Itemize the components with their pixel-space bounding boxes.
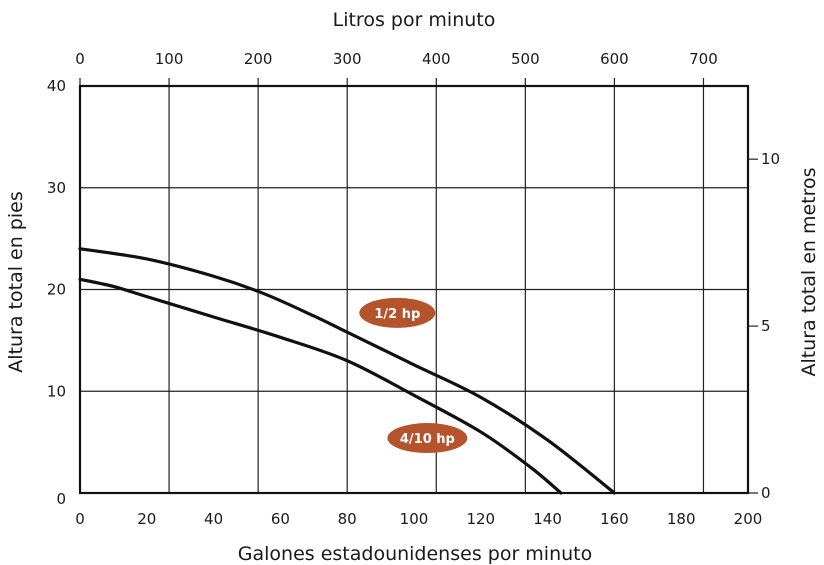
y-left-tick-label: 0 [56,490,66,508]
x-bottom-tick-label: 180 [667,510,696,528]
x-top-tick-label: 700 [689,50,718,68]
x-bottom-axis-title: Galones estadounidenses por minuto [238,543,592,565]
y-right-axis-title: Altura total en metros [798,167,820,376]
y-left-tick-label: 10 [47,382,66,400]
x-top-tick-label: 600 [600,50,629,68]
x-bottom-tick-label: 120 [466,510,495,528]
x-bottom-tick-label: 100 [400,510,429,528]
x-bottom-tick-label: 140 [533,510,562,528]
y-right-tick-label: 10 [761,150,780,168]
plot-frame [78,84,750,495]
series-badge [359,297,436,328]
x-top-tick-label: 0 [75,50,85,68]
y-right-tick-label: 5 [761,317,771,335]
right-axis [748,158,758,494]
y-left-tick-label: 30 [47,179,66,197]
series-line-1 [78,247,616,495]
series-badge [387,423,468,454]
x-top-axis-title: Litros por minuto [333,9,496,31]
series-badge-label: 1/2 hp [374,307,420,322]
series-lines [78,247,616,495]
x-top-tick-label: 400 [422,50,451,68]
series-badge-label: 4/10 hp [400,432,455,447]
x-bottom-tick-label: 0 [75,510,85,528]
x-bottom-tick-label: 40 [204,510,223,528]
x-top-tick-label: 500 [511,50,540,68]
x-bottom-tick-label: 20 [137,510,156,528]
series-line-2 [78,277,563,495]
series-badges: 1/2 hp 4/10 hp [359,297,468,454]
x-top-tick-label: 100 [155,50,184,68]
x-bottom-tick-label: 80 [338,510,357,528]
x-top-tick-label: 200 [244,50,273,68]
y-left-axis-title: Altura total en pies [5,191,27,372]
y-left-tick-label: 20 [47,281,66,299]
x-bottom-tick-label: 200 [734,510,763,528]
y-right-tick-label: 0 [761,484,771,502]
x-bottom-tick-label: 160 [600,510,629,528]
x-bottom-tick-label: 60 [271,510,290,528]
y-left-tick-label: 40 [47,77,66,95]
x-top-tick-label: 300 [333,50,362,68]
